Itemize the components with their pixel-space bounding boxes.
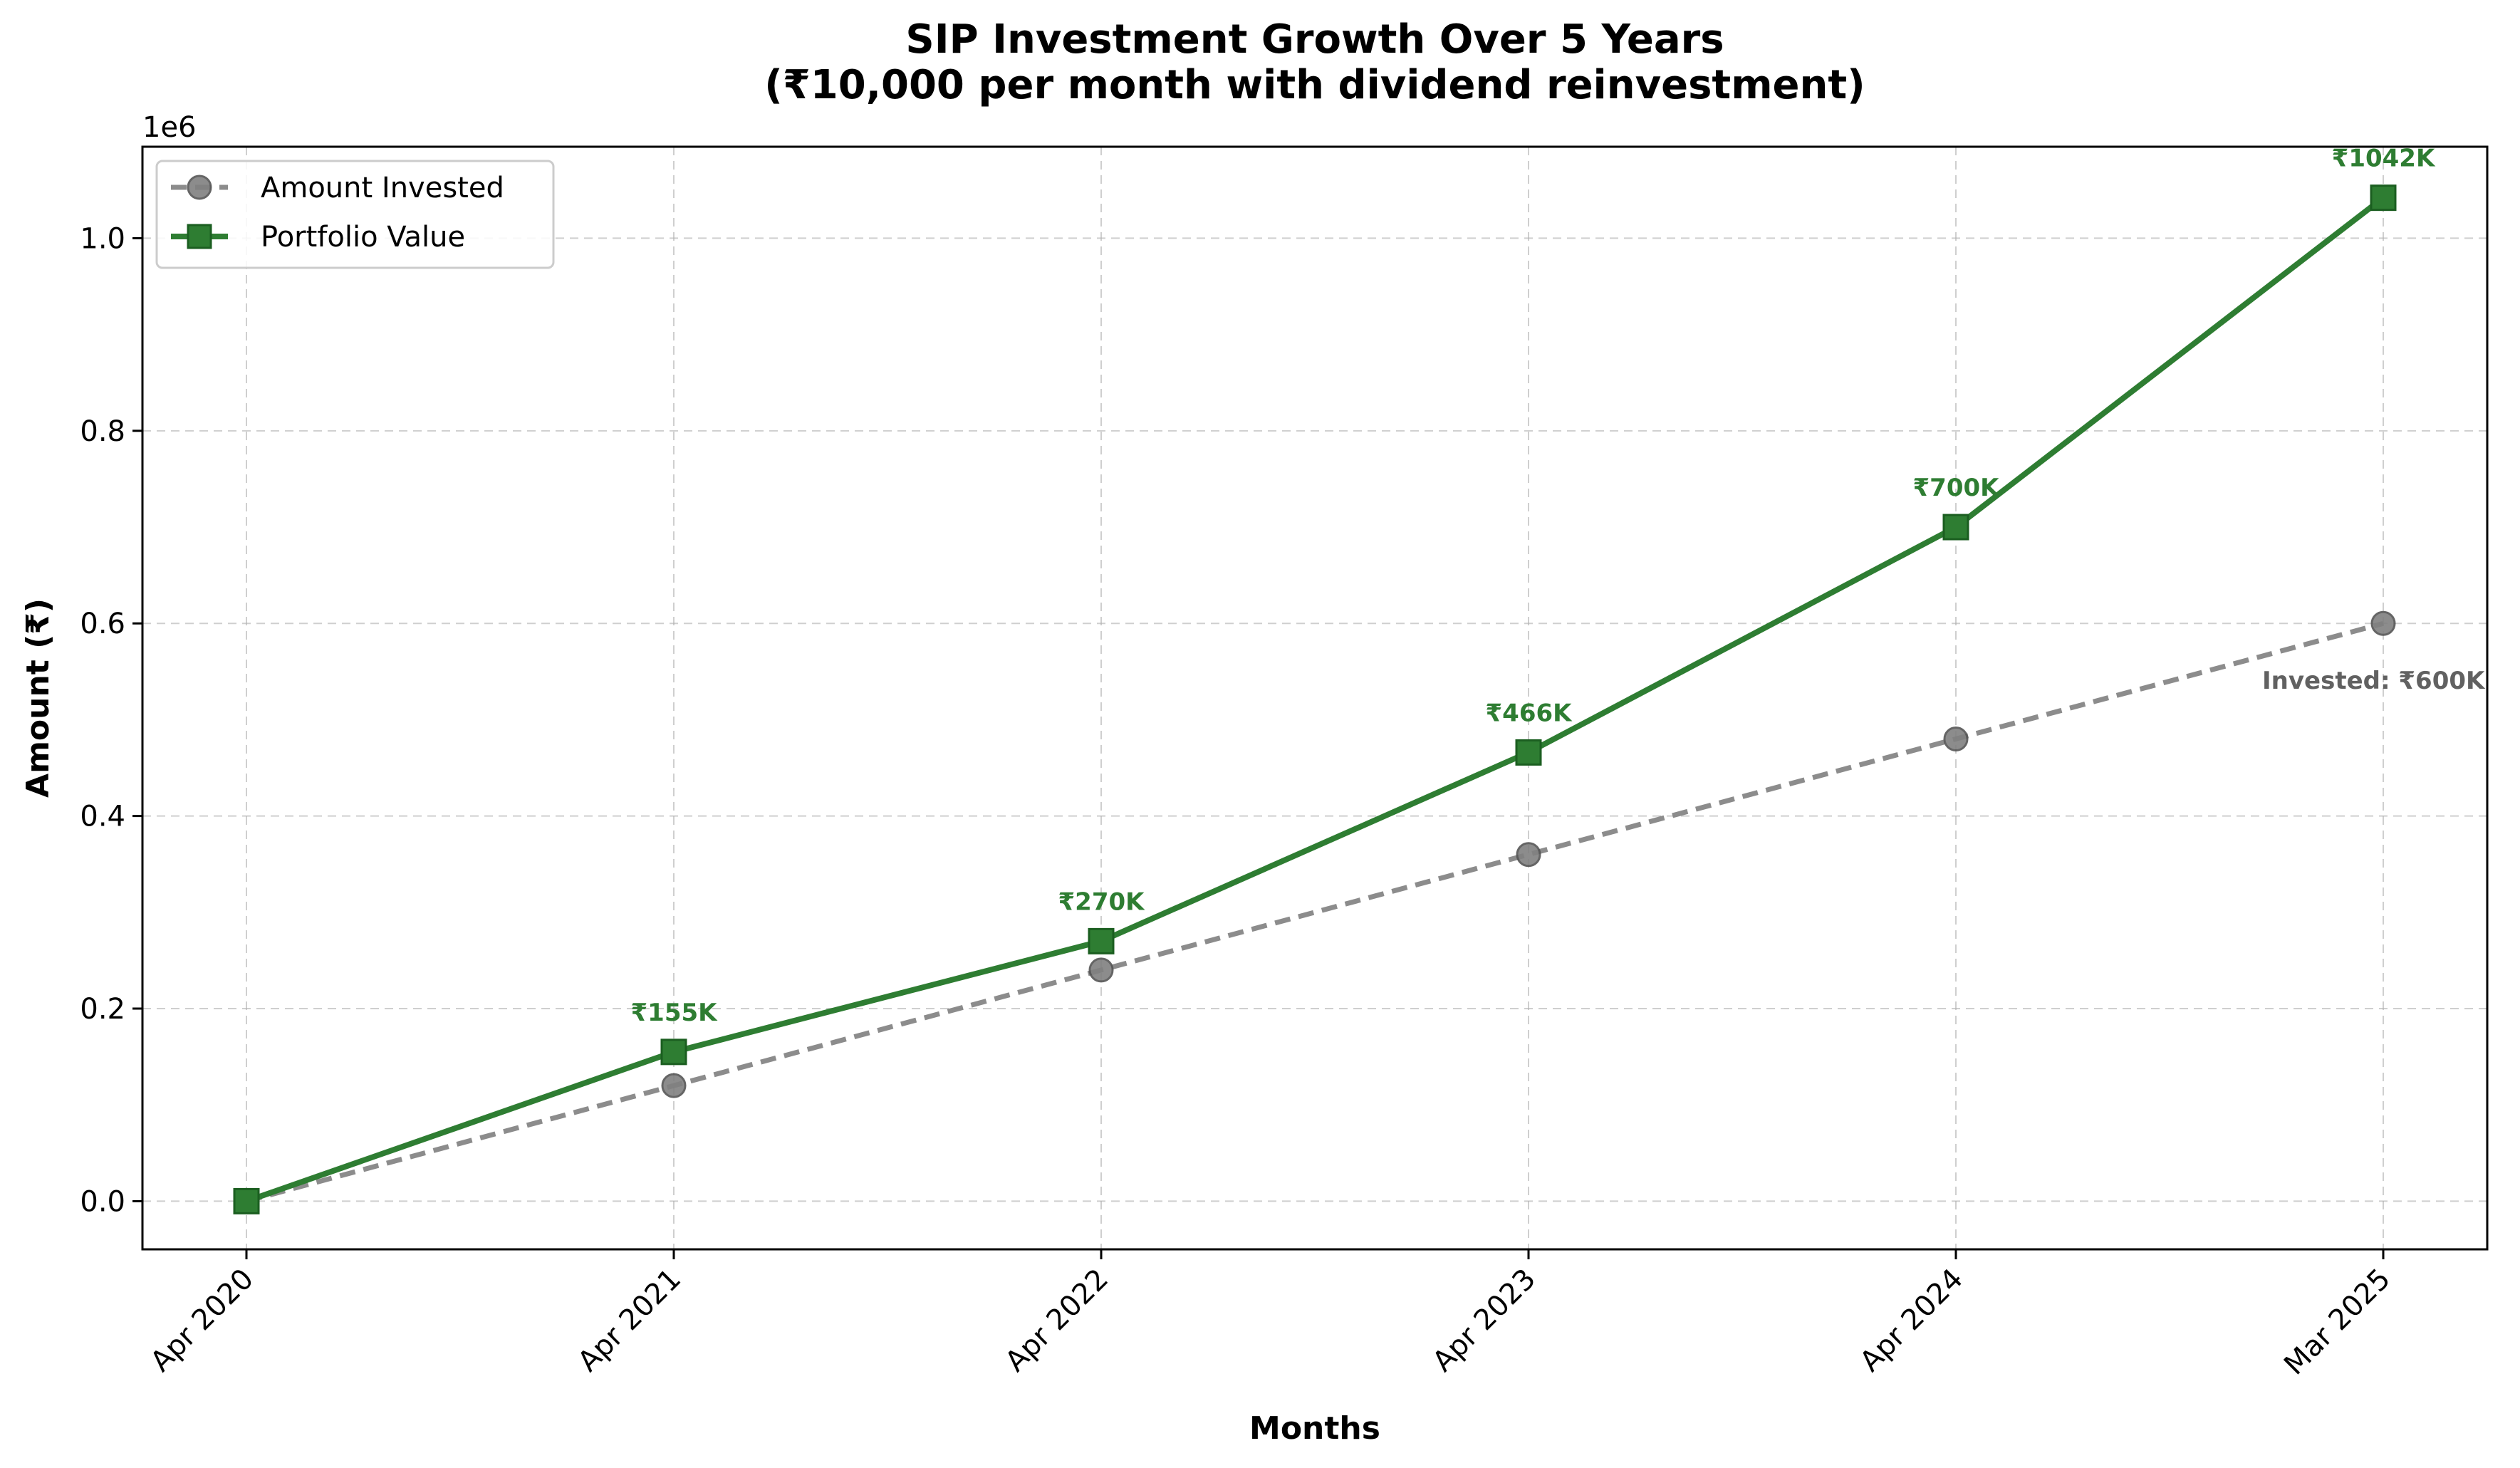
amount-invested-point: [1943, 726, 1969, 751]
legend-portfolio-value-label: Portfolio Value: [261, 221, 465, 254]
portfolio-value-label: ₹466K: [1486, 699, 1573, 727]
y-offset-label: 1e6: [142, 111, 197, 144]
legend-portfolio-value-marker: [187, 224, 212, 249]
legend-amount-invested-marker: [187, 175, 212, 200]
series-layer: [233, 184, 2397, 1214]
portfolio-value-label: ₹270K: [1058, 887, 1146, 916]
y-tick-label: 0.8: [80, 415, 125, 448]
amount-invested-point: [2370, 610, 2396, 636]
legend: Amount Invested Portfolio Value: [155, 160, 555, 269]
y-tick-label: 1.0: [80, 222, 125, 255]
plot-frame: [141, 145, 2489, 1251]
amount-invested-line: [246, 620, 2384, 1204]
portfolio-value-point: [2370, 184, 2397, 212]
y-tick-label: 0.0: [80, 1185, 125, 1218]
legend-box: [155, 160, 555, 269]
y-tick-label: 0.6: [80, 608, 125, 640]
portfolio-value-label: ₹1042K: [2332, 145, 2436, 173]
amount-invested-point: [1516, 842, 1541, 868]
portfolio-value-point: [233, 1187, 260, 1214]
amount-invested-point: [661, 1073, 687, 1098]
portfolio-value-point: [1942, 514, 1969, 541]
invested-total-label: Invested: ₹600K: [2262, 667, 2486, 695]
portfolio-value-label: ₹155K: [631, 999, 719, 1027]
annotation-layer: ₹155K ₹270K ₹466K ₹700K ₹1042K Invested: ₹600…: [631, 145, 2487, 1027]
chart-title-line1: SIP Investment Growth Over 5 Years: [905, 16, 1724, 63]
portfolio-value-label: ₹700K: [1913, 474, 2001, 502]
amount-invested-point: [1088, 957, 1114, 983]
portfolio-value-point: [1515, 739, 1542, 766]
portfolio-value-line: [245, 195, 2385, 1204]
portfolio-value-point: [660, 1038, 687, 1066]
y-tick-label: 0.4: [80, 801, 125, 833]
chart-title-line2: (₹10,000 per month with dividend reinves…: [764, 62, 1865, 108]
y-axis-label: Amount (₹): [20, 598, 56, 798]
y-tick-label: 0.2: [80, 993, 125, 1026]
x-axis-label: Months: [1249, 1410, 1380, 1447]
grid-layer: [142, 147, 2487, 1249]
legend-amount-invested-label: Amount Invested: [261, 172, 504, 204]
portfolio-value-point: [1088, 927, 1115, 954]
